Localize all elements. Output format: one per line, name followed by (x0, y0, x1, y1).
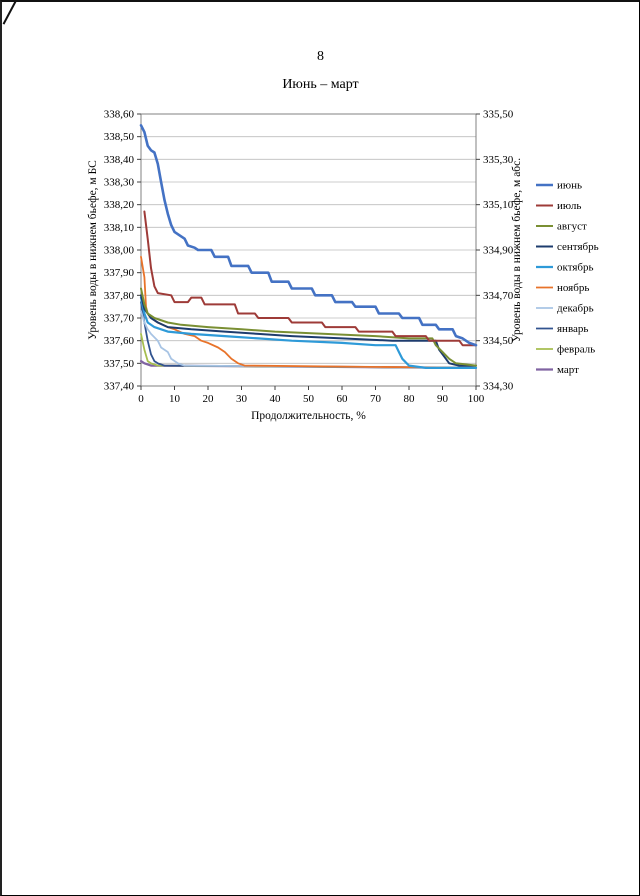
y-right-tick-label: 335,10 (483, 199, 514, 211)
y-left-tick-label: 337,60 (104, 335, 135, 347)
series-line-декабрь (140, 310, 477, 369)
series-line-ноябрь (140, 255, 477, 369)
legend-label-октябрь: октябрь (557, 262, 594, 274)
x-tick-label: 30 (236, 393, 248, 405)
x-tick-label: 80 (404, 393, 416, 405)
legend-label-январь: январь (557, 323, 588, 335)
y-left-tick-label: 338,50 (104, 131, 135, 143)
x-tick-label: 70 (370, 393, 382, 405)
legend-label-сентябрь: сентябрь (557, 241, 599, 253)
y-left-tick-label: 338,20 (104, 199, 135, 211)
page-number: 8 (317, 49, 324, 64)
y-left-tick-label: 338,60 (104, 109, 135, 121)
y-right-tick-label: 335,30 (483, 154, 514, 166)
x-tick-label: 100 (468, 393, 485, 405)
y-left-tick-label: 338,30 (104, 177, 135, 189)
y-right-axis-title: Уровень воды в нижнем бьефе, м абс. (511, 158, 523, 342)
y-right-tick-label: 334,90 (483, 245, 514, 257)
x-tick-label: 40 (270, 393, 282, 405)
x-tick-label: 50 (303, 393, 315, 405)
figure-title: Июнь – март (282, 77, 359, 92)
y-left-tick-label: 338,00 (104, 245, 135, 257)
legend-label-декабрь: декабрь (557, 303, 594, 315)
y-right-tick-label: 334,50 (483, 335, 514, 347)
y-left-tick-label: 337,80 (104, 290, 135, 302)
scan-corner-artifact (2, 2, 20, 25)
y-left-tick-label: 338,40 (104, 154, 135, 166)
x-tick-label: 20 (203, 393, 215, 405)
series-line-июнь (139, 123, 478, 347)
x-tick-label: 10 (169, 393, 181, 405)
y-right-tick-label: 334,30 (483, 381, 514, 393)
legend-label-ноябрь: ноябрь (557, 282, 589, 294)
y-left-tick-label: 337,70 (104, 313, 135, 325)
x-axis-title: Продолжительность, % (251, 410, 366, 422)
series-line-сентябрь (140, 294, 477, 367)
duration-curves-chart: 337,40 337,50 337,60 337,70 337,80 337,90 338,… (87, 109, 599, 423)
legend-label-август: август (557, 221, 587, 233)
y-left-axis-title: Уровень воды в нижнем бьефе, м БС (87, 160, 99, 340)
y-left-tick-label: 338,10 (104, 222, 135, 234)
y-left-tick-label: 337,50 (104, 358, 135, 370)
x-tick-label: 60 (337, 393, 349, 405)
legend-label-июль: июль (557, 200, 581, 212)
y-left-tick-label: 337,40 (104, 381, 135, 393)
x-tick-label: 90 (437, 393, 449, 405)
legend-label-июнь: июнь (557, 180, 582, 192)
y-right-tick-label: 334,70 (483, 290, 514, 302)
y-right-tick-label: 335,50 (483, 109, 514, 121)
y-left-tick-label: 337,90 (104, 267, 135, 279)
legend-label-февраль: февраль (557, 344, 595, 356)
series-line-октябрь (139, 296, 478, 369)
series-line-июль (143, 210, 477, 347)
series-line-август (140, 287, 477, 367)
x-tick-label: 0 (138, 393, 144, 405)
legend-label-март: март (557, 364, 579, 376)
